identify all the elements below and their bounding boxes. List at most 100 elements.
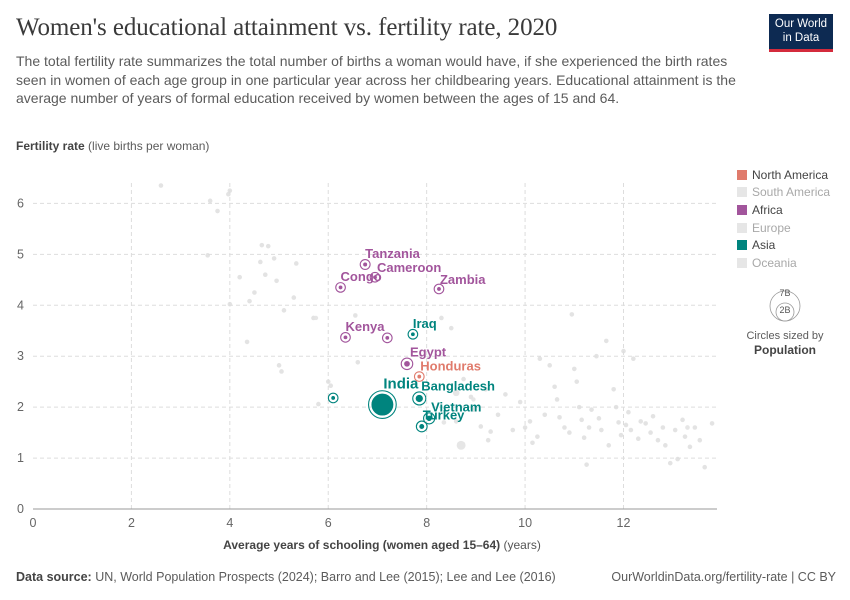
data-point-other [259,242,265,248]
data-point-other [495,412,501,418]
data-point-other [569,312,575,317]
logo-line-1: Our World [774,18,828,30]
data-point-other [680,417,685,423]
data-point-other [635,436,641,442]
data-point-other [207,198,213,204]
data-point-other [621,348,626,354]
data-point-other [562,425,567,430]
x-axis-label-bold: Average years of schooling (women aged 1… [223,538,503,552]
data-label-honduras: Honduras [420,358,481,373]
data-point-other [485,437,491,443]
y-axis-label: Fertility rate (live births per woman) [16,139,209,153]
data-point-ring [412,391,427,406]
size-legend-circles: 7B 2B [769,288,801,322]
data-point-other [488,429,493,434]
footer-link[interactable]: OurWorldinData.org/fertility-rate | CC B… [611,570,836,584]
data-point-other [158,183,164,188]
data-point-other [471,407,476,412]
data-point-other [702,464,707,470]
data-point-africa [384,335,390,341]
data-point-ring [381,332,393,344]
x-tick-label: 12 [617,516,631,530]
owid-logo[interactable]: Our World in Data [769,14,833,52]
y-tick-label: 0 [17,502,24,516]
y-axis-label-bold: Fertility rate [16,139,85,153]
size-legend: 7B 2B Circles sized by Population [737,282,833,362]
data-point-ring [407,328,419,340]
data-label-bangladesh: Bangladesh [421,379,495,394]
data-label-zambia: Zambia [440,272,486,287]
data-point-other [353,313,358,318]
data-point-ring [359,259,371,270]
data-point-ring [433,283,445,295]
data-point-other [215,208,220,214]
legend-item-oceania[interactable]: Oceania [737,254,830,272]
data-point-asia [330,395,336,401]
y-tick-label: 6 [17,196,24,210]
data-source-label: Data source: [16,570,92,584]
y-tick-label: 2 [17,400,24,414]
x-tick-label: 2 [128,516,135,530]
data-point-other [258,259,263,265]
data-label-turkey: Turkey [423,408,465,423]
x-tick-label: 8 [423,516,430,530]
legend-item-europe[interactable]: Europe [737,219,830,237]
data-point-iraq [410,331,416,337]
data-point-other [247,298,252,304]
legend-item-africa[interactable]: Africa [737,201,830,219]
data-point-other [594,353,599,359]
data-point-other [483,386,489,392]
data-point-other [542,412,548,418]
data-point-zambia [436,286,442,292]
data-point-ring [327,392,339,404]
data-label-kenya: Kenya [345,319,385,334]
data-point-vietnam [425,415,433,422]
data-point-other [205,253,210,258]
data-point-ring [340,331,351,343]
data-source: Data source: UN, World Population Prospe… [16,570,556,584]
data-label-egypt: Egypt [410,345,447,360]
data-point-other [631,356,636,362]
data-label-vietnam: Vietnam [431,399,481,414]
data-point-other [643,421,648,426]
data-point-other [709,421,715,426]
size-legend-caption: Circles sized by Population [737,329,833,357]
data-point-other [439,315,444,321]
data-point-other [227,188,233,193]
legend-swatch [737,187,747,198]
data-point-other [584,462,589,467]
data-point-other [316,401,321,407]
data-point-other [227,301,233,307]
x-axis-label-unit: (years) [503,538,540,552]
data-label-tanzania: Tanzania [365,246,420,261]
data-label-cameroon: Cameroon [377,260,441,275]
chart-title: Women's educational attainment vs. ferti… [16,14,558,41]
data-point-other [557,415,562,420]
data-point-other [271,256,277,261]
data-point-other [448,325,454,331]
data-point-other [613,404,619,410]
size-legend-large-label: 7B [779,288,790,298]
data-point-other [461,376,466,382]
data-point-ring [415,420,428,433]
data-point-other [281,308,287,313]
data-point-other [586,425,592,430]
legend-swatch [737,204,747,215]
data-point-other [274,278,279,284]
legend-item-north-america[interactable]: North America [737,166,830,184]
data-point-other [611,386,616,392]
legend-item-south-america[interactable]: South America [737,184,830,202]
size-legend-circle-small [775,302,795,322]
legend-label: Europe [752,220,791,235]
data-point-other [279,369,284,374]
data-point-egypt [403,360,411,368]
y-axis-label-unit: (live births per woman) [88,139,210,153]
data-point-other [599,427,604,433]
data-point-other [226,191,231,197]
data-point-other [328,383,334,389]
data-point-other [697,437,703,443]
data-point-other [687,444,693,450]
data-point-other [517,399,523,405]
legend-item-asia[interactable]: Asia [737,236,830,254]
